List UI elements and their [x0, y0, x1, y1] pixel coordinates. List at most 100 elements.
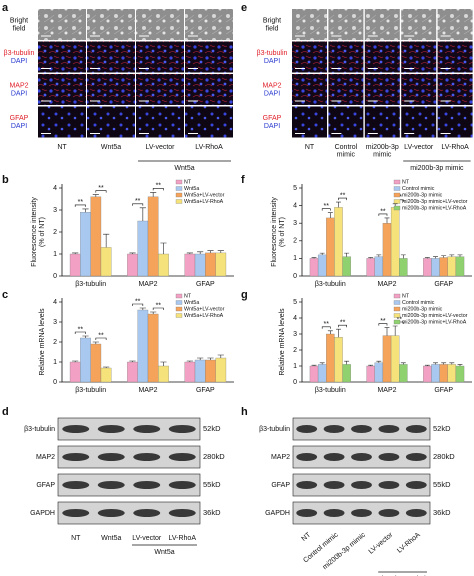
- blot-band: [351, 481, 372, 489]
- bar: [317, 254, 327, 277]
- error-bar: [344, 360, 350, 365]
- blot-band: [133, 481, 161, 489]
- micrograph-image: [136, 9, 184, 40]
- micrograph-image: [401, 106, 437, 138]
- y-axis-label: Fluorescence intensity: [31, 197, 38, 267]
- micrograph-image: [364, 106, 400, 138]
- y-tick-label: 3: [53, 319, 57, 326]
- bar: [399, 258, 408, 277]
- significance-label: **: [98, 185, 104, 192]
- legend-label: mi200b-3p mimic+LV-vector: [402, 199, 468, 205]
- error-bar: [139, 207, 146, 221]
- blot-band: [62, 509, 90, 517]
- legend-swatch: [175, 293, 183, 299]
- error-bar: [368, 364, 374, 366]
- error-bar: [197, 357, 204, 360]
- y-axis-label: (% of NT): [279, 217, 286, 247]
- bar: [455, 256, 465, 277]
- micrograph-image: [437, 41, 473, 73]
- micrograph-image: [185, 106, 233, 138]
- blot-band: [62, 425, 90, 433]
- bar: [334, 337, 343, 383]
- bar: [366, 365, 375, 383]
- legend-swatch: [393, 306, 401, 312]
- bar: [423, 258, 432, 277]
- blot-band: [378, 481, 400, 489]
- size-label: 280kD: [203, 452, 225, 461]
- bar: [194, 359, 206, 383]
- bar: [439, 364, 448, 383]
- y-tick-label: 4: [293, 315, 297, 322]
- legend-label: Wnt5a+LV-vector: [184, 192, 225, 198]
- legend-label: mi200b-3p mimic+LV-RhoA: [402, 205, 467, 211]
- legend-swatch: [175, 313, 183, 318]
- group-label: mi200b-3p mimic: [410, 165, 464, 172]
- y-tick-label: 3: [53, 207, 57, 214]
- blot-band: [351, 509, 372, 517]
- panel-letter: b: [2, 174, 9, 186]
- error-bar: [441, 255, 447, 258]
- row-label: DAPI: [11, 123, 27, 130]
- blot-band: [405, 481, 427, 489]
- blot-strip: [57, 445, 201, 469]
- panel-letter: a: [2, 2, 9, 14]
- bar: [80, 337, 91, 383]
- significance-label: **: [397, 194, 403, 201]
- significance-bracket: [132, 203, 144, 206]
- legend-swatch: [175, 192, 183, 198]
- bar: [455, 365, 465, 383]
- y-tick-label: 5: [293, 185, 297, 192]
- error-bar: [441, 362, 447, 365]
- y-tick-label: 1: [293, 255, 297, 262]
- significance-label: **: [135, 298, 141, 305]
- blot-band: [351, 425, 372, 433]
- blot-band: [323, 425, 345, 433]
- bar: [184, 361, 196, 383]
- error-bar: [186, 360, 193, 362]
- x-tick-label: β3-tubulin: [315, 387, 346, 394]
- y-axis-label: (% of NT): [39, 217, 46, 247]
- legend-label: mi200b-3p mimic+LV-vector: [402, 313, 468, 319]
- significance-bracket: [74, 331, 86, 334]
- bar: [382, 335, 392, 383]
- blot-band: [296, 481, 318, 489]
- lane-label: LV-RhoA: [396, 531, 422, 554]
- axis: [61, 184, 234, 277]
- micrograph-image: [401, 9, 437, 40]
- row-label: DAPI: [264, 123, 280, 130]
- x-tick-label: GFAP: [434, 281, 453, 288]
- bar: [309, 258, 319, 277]
- bar: [205, 252, 216, 277]
- y-tick-label: 1: [53, 359, 57, 366]
- legend-label: Control mimic: [402, 300, 435, 306]
- axis: [301, 298, 472, 383]
- row-label: Bright: [10, 17, 28, 24]
- micrograph-image: [38, 74, 86, 105]
- blot-band: [405, 509, 427, 517]
- bar: [137, 309, 149, 383]
- bar: [127, 253, 138, 277]
- blot-strip: [57, 501, 201, 525]
- group-label: Wnt5a: [174, 165, 194, 172]
- error-bar: [457, 364, 463, 366]
- column-label: Wnt5a: [101, 144, 121, 151]
- significance-bracket: [338, 324, 347, 328]
- error-bar: [92, 194, 99, 197]
- size-label: 52kD: [203, 424, 221, 433]
- group-label: Wnt5a: [154, 549, 174, 556]
- micrograph-image: [328, 9, 364, 40]
- row-label: β3-tubulin: [257, 50, 288, 57]
- legend-swatch: [175, 306, 183, 312]
- significance-bracket: [152, 188, 164, 191]
- protein-label: β3-tubulin: [259, 426, 290, 433]
- y-tick-label: 0: [53, 273, 57, 280]
- blot-band: [133, 453, 161, 461]
- x-tick-label: GFAP: [434, 387, 453, 394]
- column-label: NT: [305, 144, 315, 151]
- legend-label: Control mimic: [402, 186, 435, 192]
- blot-band: [296, 425, 318, 433]
- bar: [317, 364, 327, 383]
- legend-swatch: [393, 319, 401, 325]
- bar: [215, 252, 227, 277]
- error-bar: [311, 364, 317, 366]
